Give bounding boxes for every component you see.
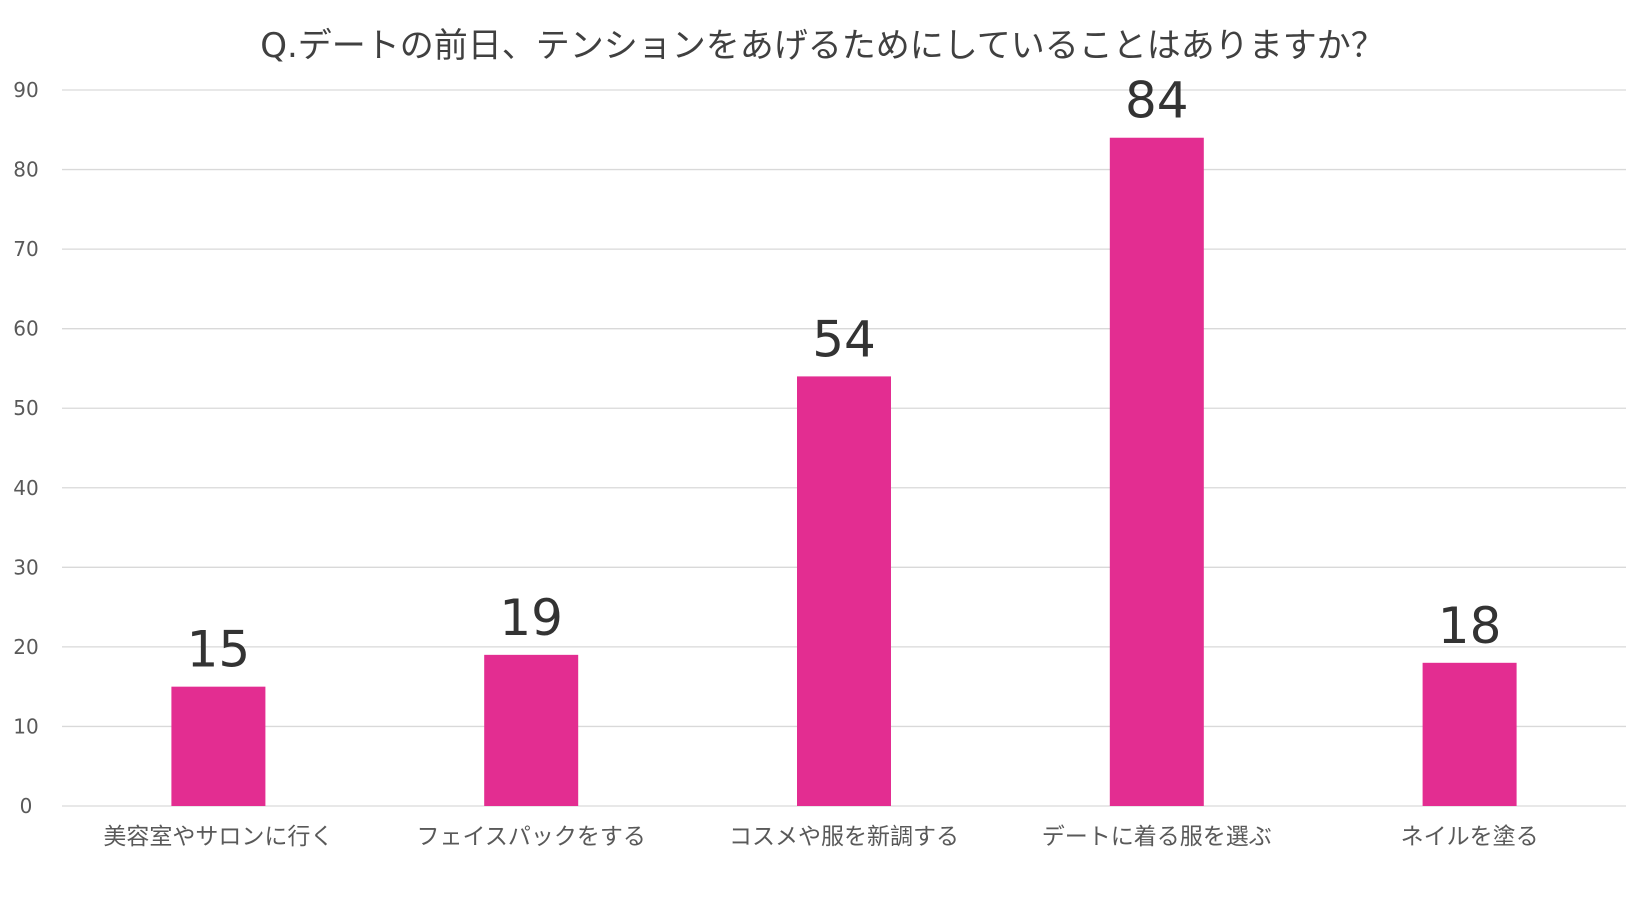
bar	[171, 686, 266, 806]
bar	[797, 376, 891, 806]
bar	[484, 654, 579, 806]
bar-value-label: 15	[187, 621, 251, 679]
bar	[1422, 662, 1517, 806]
data-labels: 15 19 54 84 18	[187, 72, 1502, 679]
x-category-label: ネイルを塗る	[1401, 824, 1539, 850]
y-tick-label: 90	[13, 78, 38, 102]
chart-title: Q.デートの前日、テンションをあげるためにしていることはありますか？	[260, 26, 1385, 66]
x-category-label: 美容室やサロンに行く	[103, 824, 333, 850]
bar-value-label: 84	[1125, 72, 1189, 130]
x-axis-categories: 美容室やサロンに行く フェイスパックをする コスメや服を新調する デートに着る服を選ぶ…	[103, 824, 1538, 850]
y-tick-label: 80	[13, 158, 38, 182]
bar	[1109, 137, 1204, 806]
bars	[171, 137, 1517, 806]
x-category-label: デートに着る服を選ぶ	[1042, 824, 1272, 850]
y-tick-label: 0	[20, 794, 33, 818]
y-axis-ticks: 0 10 20 30 40 50 60 70 80 90	[13, 78, 38, 818]
y-tick-label: 70	[13, 237, 38, 261]
x-category-label: コスメや服を新調する	[729, 824, 959, 850]
y-tick-label: 10	[13, 714, 38, 738]
y-tick-label: 60	[13, 317, 38, 341]
bar-value-label: 54	[812, 310, 876, 368]
y-tick-label: 50	[13, 396, 38, 420]
y-tick-label: 30	[13, 555, 38, 579]
x-category-label: フェイスパックをする	[417, 824, 646, 850]
y-tick-label: 20	[13, 635, 38, 659]
bar-value-label: 18	[1438, 597, 1502, 655]
bar-value-label: 19	[499, 589, 563, 647]
y-tick-label: 40	[13, 476, 38, 500]
